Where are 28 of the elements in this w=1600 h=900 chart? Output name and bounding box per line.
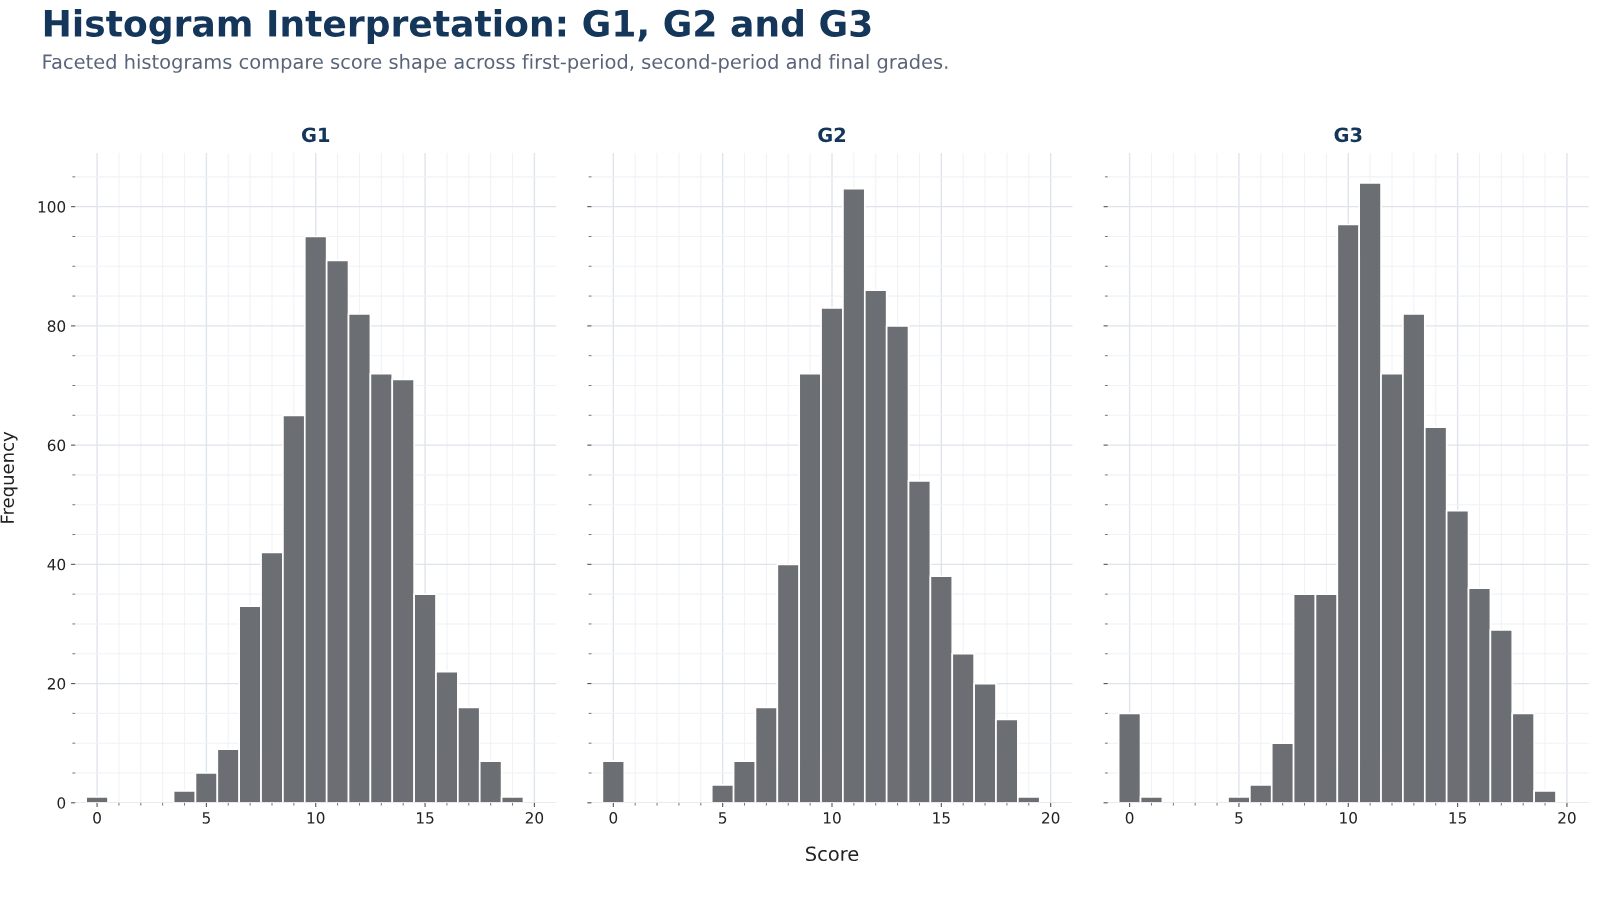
x-tick-label: 20 xyxy=(525,812,544,824)
x-tick-label: 15 xyxy=(417,812,434,824)
y-tick-label: 80 xyxy=(47,320,66,332)
x-tick-label: 0 xyxy=(1125,812,1134,824)
x-tick-label: 5 xyxy=(718,812,727,824)
x-tick-label: 10 xyxy=(1340,812,1357,824)
y-tick-label: 60 xyxy=(47,439,66,452)
y-tick-label: 0 xyxy=(57,797,66,809)
y-tick-label: 100 xyxy=(38,201,66,213)
x-tick-label: 10 xyxy=(307,812,325,824)
x-tick-label: 10 xyxy=(823,812,841,824)
legend-title: G1 xyxy=(301,127,330,143)
y-tick-label: 40 xyxy=(47,558,66,571)
x-tick-label: 5 xyxy=(202,812,210,824)
y-axis-title: Frequency xyxy=(0,431,18,523)
y-tick-label: 20 xyxy=(47,678,66,690)
x-tick-label: 0 xyxy=(93,812,101,824)
x-tick-label: 0 xyxy=(609,812,618,824)
x-tick-label: 5 xyxy=(1235,812,1243,824)
x-tick-label: 20 xyxy=(1558,812,1576,824)
chart-subtitle: Faceted histograms compare score shape across first-period, second-period and final grades. xyxy=(43,54,948,73)
x-axis-title: Score xyxy=(806,846,859,862)
legend-title: G3 xyxy=(1334,127,1362,143)
x-tick-label: 15 xyxy=(933,812,950,824)
legend-title: G2 xyxy=(818,127,846,143)
x-tick-label: 20 xyxy=(1042,812,1060,824)
x-tick-label: 15 xyxy=(1449,812,1466,824)
chart-title: Histogram Interpretation: G1, G2 and G3 xyxy=(44,9,871,45)
